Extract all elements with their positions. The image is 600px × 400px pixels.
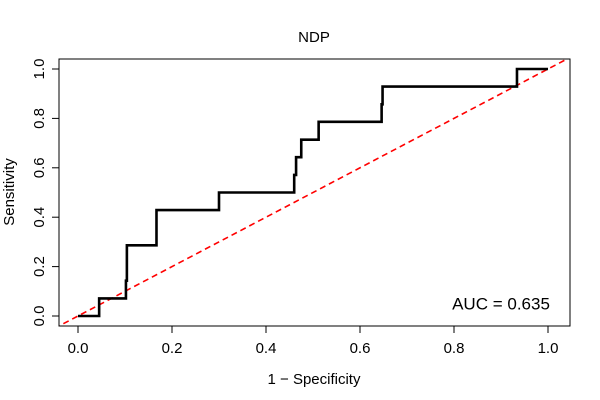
chance-diagonal-line — [59, 59, 569, 326]
x-axis-label: 1 − Specificity — [268, 371, 361, 388]
y-tick-label: 0.2 — [31, 256, 48, 277]
x-tick-label: 0.8 — [444, 340, 465, 357]
y-axis-label: Sensitivity — [1, 158, 18, 226]
x-tick-label: 0.6 — [350, 340, 371, 357]
chart-title: NDP — [298, 29, 330, 46]
x-tick-label: 0.0 — [68, 340, 89, 357]
y-tick-label: 1.0 — [31, 59, 48, 80]
y-tick-label: 0.0 — [31, 306, 48, 327]
x-tick-label: 0.4 — [256, 340, 277, 357]
roc-curve-line — [78, 67, 548, 318]
y-tick-label: 0.8 — [31, 108, 48, 129]
y-tick-label: 0.6 — [31, 157, 48, 178]
x-tick-label: 1.0 — [538, 340, 559, 357]
x-tick-label: 0.2 — [162, 340, 183, 357]
auc-annotation: AUC = 0.635 — [452, 295, 550, 314]
y-tick-label: 0.4 — [31, 207, 48, 228]
